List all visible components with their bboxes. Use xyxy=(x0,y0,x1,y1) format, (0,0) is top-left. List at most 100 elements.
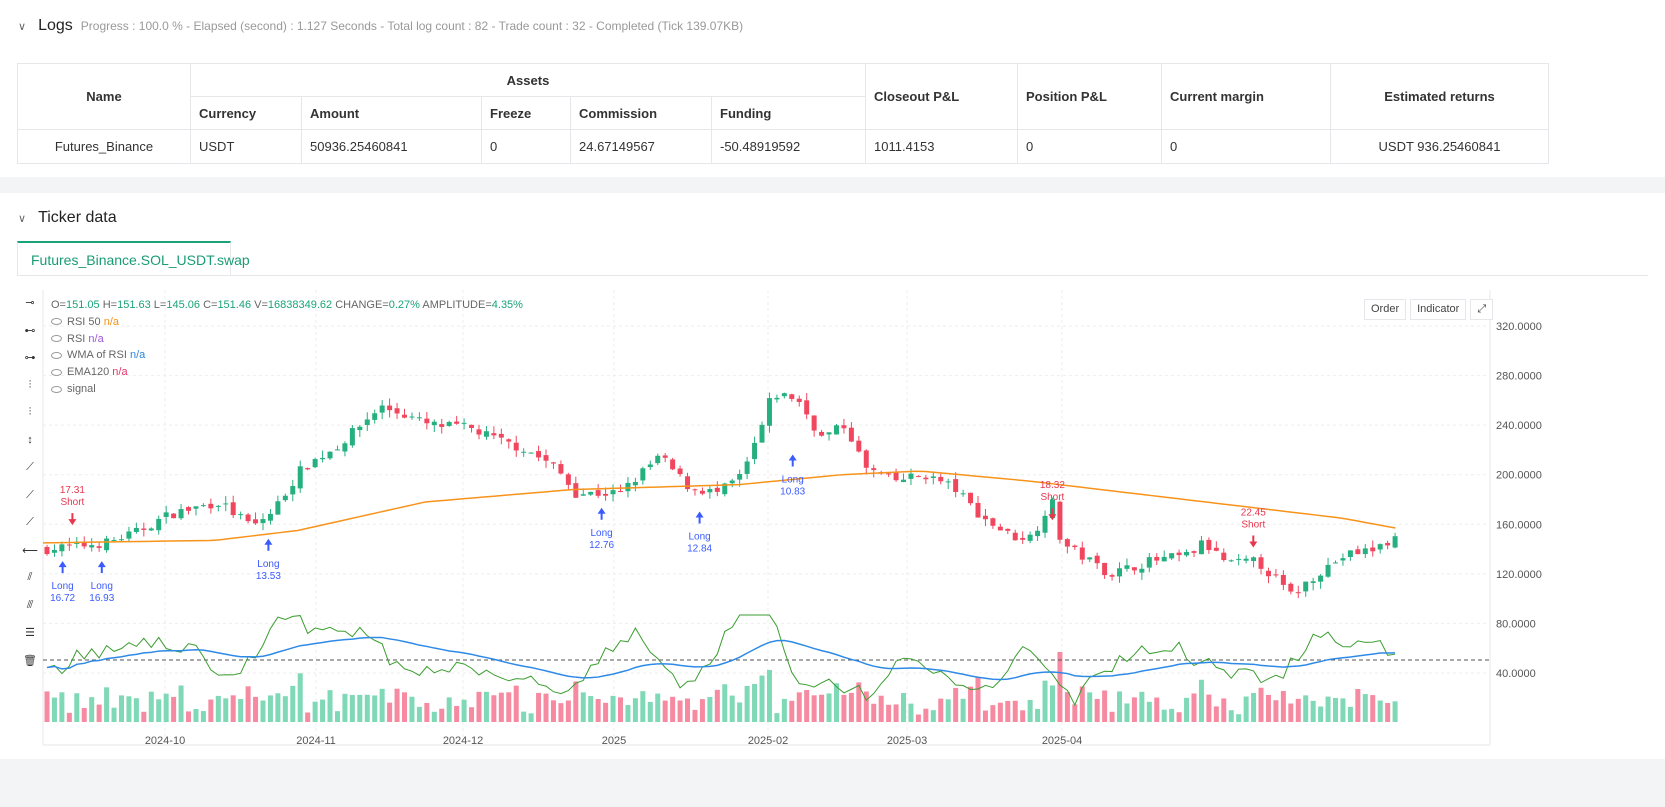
tab-divider xyxy=(17,275,1648,276)
trend-line-icon[interactable]: ⟋ xyxy=(26,461,34,473)
volume-bar xyxy=(804,690,810,722)
volume-bar xyxy=(364,694,370,722)
segment-icon[interactable]: ⊶ xyxy=(24,352,36,364)
extended-line-icon[interactable]: ⟋ xyxy=(26,516,34,528)
tab-sol-usdt[interactable]: Futures_Binance.SOL_USDT.swap xyxy=(17,241,250,276)
candle-body xyxy=(186,507,192,511)
candle-body xyxy=(245,514,251,522)
c-value: 151.46 xyxy=(217,299,252,311)
candle-body xyxy=(81,542,87,547)
fib-retracement-icon[interactable]: ☰ xyxy=(25,627,35,639)
volume-bar xyxy=(1087,692,1093,722)
candle-body xyxy=(804,400,810,415)
candle-body xyxy=(901,479,907,483)
volume-bar xyxy=(781,698,787,722)
volume-bar xyxy=(550,700,556,722)
candle-body xyxy=(379,405,385,413)
x-tick-label: 2024-11 xyxy=(296,735,336,747)
volume-bar xyxy=(1280,691,1286,722)
ray-line-icon[interactable]: ⟋ xyxy=(26,488,34,501)
candle-body xyxy=(372,413,378,420)
candle-body xyxy=(1042,515,1048,533)
candle-body xyxy=(1161,556,1167,562)
candle-body xyxy=(431,421,437,426)
eye-icon[interactable] xyxy=(51,368,62,376)
candle-body xyxy=(997,526,1003,531)
indicator-button[interactable]: Indicator xyxy=(1410,299,1467,320)
cell-returns: USDT 936.25460841 xyxy=(1330,129,1549,164)
candle-body xyxy=(536,451,542,458)
ticker-header[interactable]: ∨ Ticker data xyxy=(18,209,117,227)
volume-bar xyxy=(498,692,504,722)
volume-bar xyxy=(1362,694,1368,722)
volume-bar xyxy=(908,703,914,722)
x-tick-label: 2025 xyxy=(602,735,626,747)
volume-bar xyxy=(230,695,236,722)
volume-bar xyxy=(1377,700,1383,722)
candle-body xyxy=(826,432,832,435)
candle-body xyxy=(1154,556,1160,561)
fullscreen-icon[interactable]: ⤢ xyxy=(1470,299,1494,320)
indicator-rsi[interactable]: RSI n/a xyxy=(51,331,523,348)
candle-body xyxy=(1117,568,1123,577)
logs-status: Progress : 100.0 % - Elapsed (second) : … xyxy=(80,19,744,33)
volume-bar xyxy=(1109,711,1115,722)
candle-body xyxy=(528,452,534,454)
horizontal-line-icon[interactable]: ⊸ xyxy=(25,297,35,309)
price-line-icon[interactable]: ⟵ xyxy=(22,544,38,557)
y-tick-label: 240.0000 xyxy=(1496,420,1542,432)
volume-bar xyxy=(1131,697,1137,722)
eye-icon[interactable] xyxy=(51,318,62,326)
trash-icon[interactable]: 🗑 xyxy=(23,654,37,667)
vertical-line-icon[interactable]: ↕ xyxy=(27,433,33,446)
volume-bar xyxy=(424,702,430,722)
candle-body xyxy=(342,443,348,452)
signal-label: Long xyxy=(590,528,612,539)
horizontal-ray-icon[interactable]: ⊷ xyxy=(24,324,36,337)
indicator-name: RSI xyxy=(67,332,86,345)
indicator-ema120[interactable]: EMA120 n/a xyxy=(51,364,523,381)
candle-body xyxy=(893,471,899,481)
candle-body xyxy=(982,515,988,520)
candles xyxy=(44,392,1398,599)
col-margin: Current margin xyxy=(1161,63,1331,130)
vertical-segment-icon[interactable]: ⫶ xyxy=(28,378,32,391)
volume-bar xyxy=(74,693,80,722)
eye-icon[interactable] xyxy=(51,335,62,343)
volume-bar xyxy=(506,692,512,722)
candle-body xyxy=(1325,564,1331,577)
eye-icon[interactable] xyxy=(51,351,62,359)
candle-body xyxy=(469,424,475,428)
chevron-down-icon[interactable]: ∨ xyxy=(18,21,27,33)
logs-header[interactable]: ∨ Logs Progress : 100.0 % - Elapsed (sec… xyxy=(18,17,743,35)
volume-bar xyxy=(1161,709,1167,722)
indicator-signal[interactable]: signal xyxy=(51,381,523,398)
volume-bar xyxy=(1124,703,1130,722)
candle-body xyxy=(357,426,363,431)
candle-body xyxy=(416,417,422,419)
price-chart[interactable]: 320.0000 280.0000 240.0000 200.0000 160.0000… xyxy=(0,285,1665,755)
amp-label: AMPLITUDE= xyxy=(422,299,492,311)
indicator-rsi50[interactable]: RSI 50 n/a xyxy=(51,314,523,331)
volume-bar xyxy=(282,696,288,722)
candle-body xyxy=(483,431,489,437)
cell-closeout: 1011.4153 xyxy=(865,129,1018,164)
eye-icon[interactable] xyxy=(51,385,62,393)
volume-bar xyxy=(104,687,110,722)
candle-body xyxy=(685,476,691,490)
volume-bar xyxy=(111,707,117,722)
parallel-channel-icon[interactable]: ⫽ xyxy=(27,571,33,583)
candle-body xyxy=(148,528,154,531)
candle-body xyxy=(908,473,914,479)
indicator-wma[interactable]: WMA of RSI n/a xyxy=(51,347,523,364)
cell-funding: -50.48919592 xyxy=(711,129,866,164)
candle-body xyxy=(111,539,117,541)
volume-bar xyxy=(699,699,705,722)
chevron-down-icon[interactable]: ∨ xyxy=(18,213,27,225)
col-amount: Amount xyxy=(301,96,482,130)
candle-body xyxy=(320,457,326,460)
order-button[interactable]: Order xyxy=(1364,299,1407,320)
vertical-ray-icon[interactable]: ⫶ xyxy=(28,406,32,418)
candle-body xyxy=(476,429,482,435)
pitchfork-icon[interactable]: ⫻ xyxy=(26,598,34,611)
